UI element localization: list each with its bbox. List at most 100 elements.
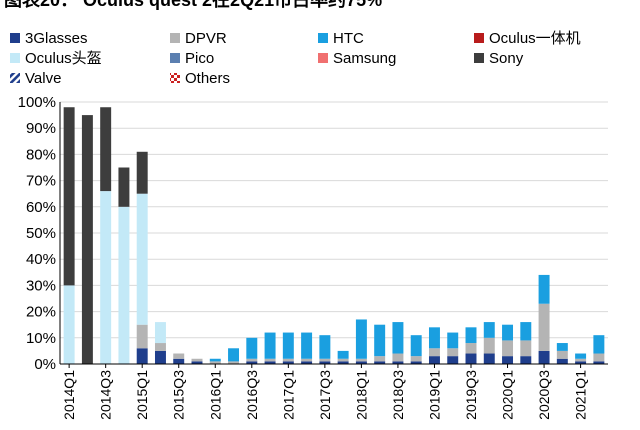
x-tick-label: 2014Q3 [98, 370, 114, 420]
legend-swatch-oculus-3 [474, 33, 484, 43]
x-tick-label: 2017Q1 [280, 370, 296, 420]
bar-segment-dpvr-1-2017q3 [319, 358, 331, 362]
legend: 3Glasses DPVR HTC Oculus一体机 Oculus头盔 Pico Sams… [10, 30, 581, 87]
bar-segment-dpvr-1-2021q2 [593, 353, 605, 362]
bar-segment-htc-2-2020q3 [538, 274, 550, 304]
bar-segment-dpvr-1-2015q4 [191, 358, 203, 362]
bar-segment-3glasses-0-2019q4 [483, 353, 495, 364]
bar-segment-oculus-4-2015q2 [154, 322, 166, 344]
bar-segment-dpvr-1-2016q1 [209, 361, 221, 364]
y-tick-label: 70% [26, 173, 56, 190]
bar-segment-htc-2-2019q1 [428, 327, 440, 349]
chart-title: 图表20： Oculus quest 2在2Q21市占率约75% [4, 0, 382, 10]
x-axis: 2014Q1 2014Q3 2015Q1 2015Q3 2016Q1 2016Q3 2017… [60, 363, 608, 420]
legend-label-3glasses-0: 3Glasses [25, 30, 88, 47]
bar-segment-3glasses-0-2021q1 [575, 361, 587, 364]
bar-segment-dpvr-1-2015q1 [136, 324, 148, 349]
bar-segment-htc-2-2019q4 [483, 322, 495, 338]
bar-segment-dpvr-1-2018q1 [355, 358, 367, 362]
legend-label-oculus-4: Oculus头盔 [25, 49, 102, 67]
bar-segment-3glasses-0-2017q3 [319, 361, 331, 364]
bar-segment-3glasses-0-2015q2 [154, 350, 166, 364]
bar-segment-htc-2-2017q1 [282, 332, 294, 359]
bar-segment-dpvr-1-2017q2 [301, 358, 313, 362]
bar-segment-htc-2-2016q3 [246, 337, 258, 359]
bar-segment-htc-2-2020q1 [502, 324, 514, 341]
bar-segment-3glasses-0-2019q3 [465, 353, 477, 364]
x-tick-label: 2017Q3 [317, 370, 333, 420]
y-tick-label: 20% [26, 304, 56, 321]
legend-swatch-htc-2 [318, 33, 328, 43]
bar-segment-3glasses-0-2018q1 [355, 361, 367, 364]
x-tick-label: 2016Q3 [244, 370, 260, 420]
bars [63, 107, 605, 364]
y-tick-label: 30% [26, 277, 56, 294]
y-tick-label: 60% [26, 199, 56, 216]
bar-segment-3glasses-0-2020q2 [520, 356, 532, 364]
legend-label-sony-7: Sony [489, 50, 524, 67]
legend-label-pico-5: Pico [185, 50, 214, 67]
gridlines [60, 101, 608, 365]
bar-segment-dpvr-1-2015q2 [154, 343, 166, 351]
bar-segment-dpvr-1-2016q2 [228, 361, 240, 364]
bar-segment-htc-2-2017q3 [319, 335, 331, 359]
bar-segment-dpvr-1-2016q3 [246, 358, 258, 362]
bar-segment-htc-2-2016q1 [209, 358, 221, 362]
bar-segment-htc-2-2019q3 [465, 327, 477, 344]
bar-segment-htc-2-2021q2 [593, 335, 605, 354]
x-tick-label: 2016Q1 [207, 370, 223, 420]
bar-segment-dpvr-1-2018q4 [410, 356, 422, 362]
x-tick-label: 2020Q1 [500, 370, 516, 420]
x-tick-label: 2021Q1 [573, 370, 589, 420]
bar-segment-dpvr-1-2018q2 [374, 356, 386, 362]
bar-segment-3glasses-0-2017q2 [301, 361, 313, 364]
bar-segment-3glasses-0-2018q2 [374, 361, 386, 364]
bar-segment-oculus-4-2014q1 [63, 285, 75, 364]
bar-segment-3glasses-0-2016q3 [246, 361, 258, 364]
bar-segment-dpvr-1-2015q3 [173, 353, 185, 359]
legend-swatch-oculus-4 [10, 53, 20, 63]
bar-segment-htc-2-2018q2 [374, 324, 386, 357]
x-tick-label: 2018Q1 [353, 370, 369, 420]
bar-segment-dpvr-1-2017q1 [282, 358, 294, 362]
bar-segment-dpvr-1-2017q4 [337, 358, 349, 362]
bar-segment-3glasses-0-2015q1 [136, 348, 148, 364]
bar-segment-htc-2-2018q1 [355, 319, 367, 359]
y-tick-label: 40% [26, 251, 56, 268]
y-tick-label: 50% [26, 225, 56, 242]
x-tick-label: 2015Q3 [171, 370, 187, 420]
bar-segment-oculus-4-2015q1 [136, 193, 148, 325]
bar-segment-htc-2-2020q4 [556, 343, 568, 351]
legend-swatch-pico-5 [170, 53, 180, 63]
x-tick-label: 2014Q1 [61, 370, 77, 420]
bar-segment-dpvr-1-2019q3 [465, 343, 477, 354]
bar-segment-3glasses-0-2020q4 [556, 358, 568, 364]
bar-segment-htc-2-2018q3 [392, 322, 404, 354]
bar-segment-sony-7-2014q1 [63, 107, 75, 286]
legend-swatch-others-9 [170, 73, 180, 83]
legend-label-samsung-6: Samsung [333, 50, 396, 67]
x-tick-label: 2019Q1 [426, 370, 442, 420]
bar-segment-sony-7-2014q4 [118, 167, 130, 207]
legend-swatch-sony-7 [474, 53, 484, 63]
bar-segment-oculus-4-2014q4 [118, 206, 130, 364]
y-tick-label: 80% [26, 146, 56, 163]
bar-segment-3glasses-0-2015q4 [191, 361, 203, 364]
bar-segment-3glasses-0-2017q4 [337, 361, 349, 364]
x-tick-label: 2020Q3 [536, 370, 552, 420]
legend-swatch-valve-8 [10, 73, 20, 83]
x-tick-label: 2018Q3 [390, 370, 406, 420]
bar-segment-3glasses-0-2016q4 [264, 361, 276, 364]
legend-label-htc-2: HTC [333, 30, 364, 47]
bar-segment-3glasses-0-2020q3 [538, 350, 550, 364]
bar-segment-htc-2-2017q4 [337, 350, 349, 359]
bar-segment-htc-2-2016q2 [228, 348, 240, 362]
bar-segment-dpvr-1-2016q4 [264, 358, 276, 362]
bar-segment-dpvr-1-2020q1 [502, 340, 514, 357]
legend-swatch-3glasses-0 [10, 33, 20, 43]
bar-segment-dpvr-1-2020q3 [538, 303, 550, 351]
bar-segment-dpvr-1-2018q3 [392, 353, 404, 362]
bar-segment-sony-7-2014q3 [100, 107, 112, 192]
bar-segment-oculus-4-2014q3 [100, 191, 112, 364]
